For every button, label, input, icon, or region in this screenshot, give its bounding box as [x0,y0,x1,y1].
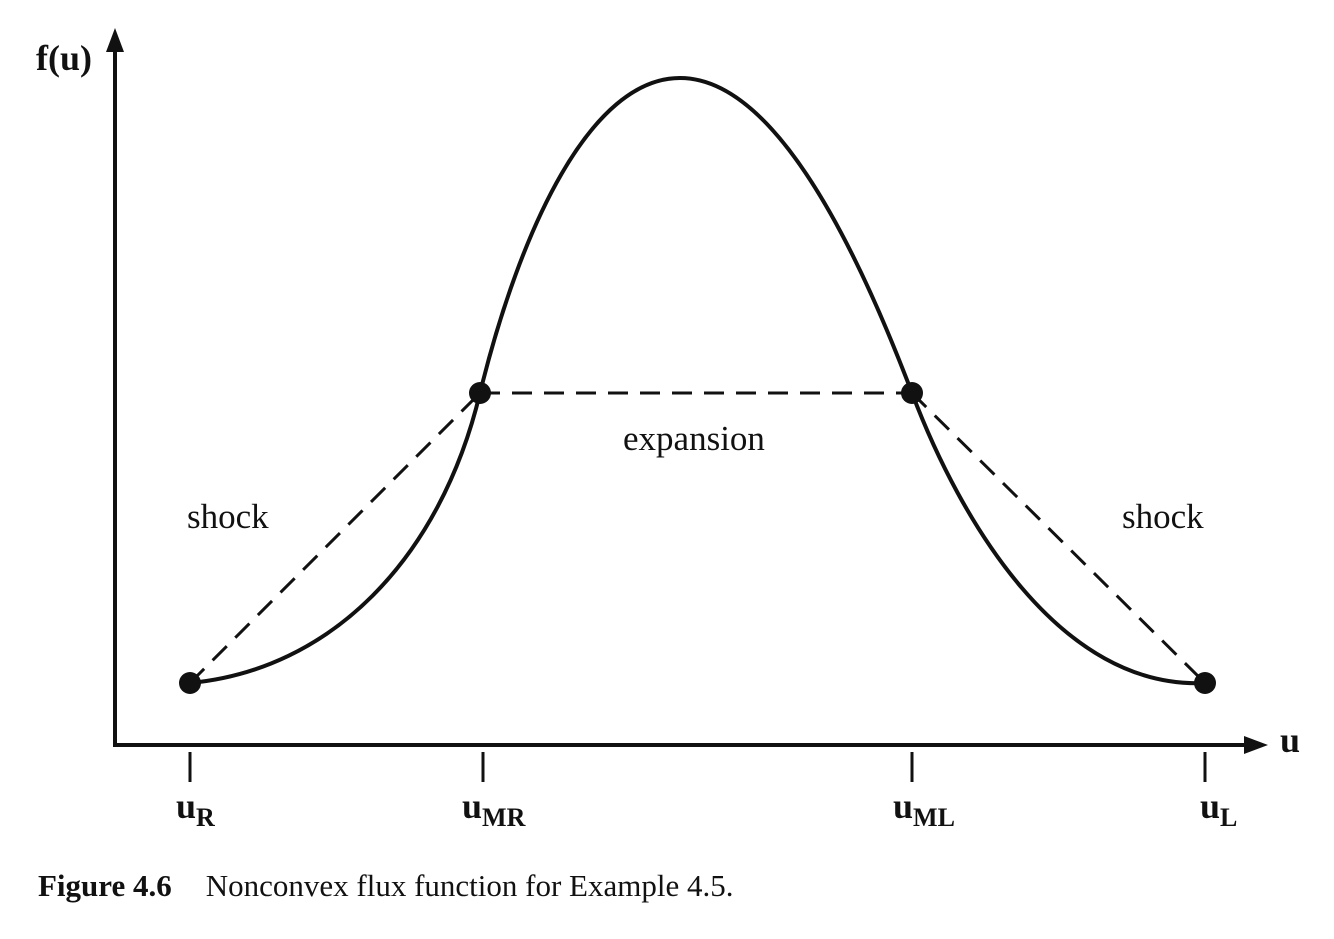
x-axis-label: u [1280,720,1300,760]
figure-caption: Figure 4.6 Nonconvex flux function for Ex… [38,868,733,904]
point-uML [901,382,923,404]
tick-label-uML: uML [893,786,955,832]
left-shock-line [188,391,482,685]
region-label-right-shock: shock [1122,497,1204,536]
flux-curve [189,75,1206,686]
tick-label-uR: uR [176,786,215,832]
y-axis-arrow [106,28,124,52]
caption-number: Figure 4.6 [38,868,172,903]
point-uMR [469,382,491,404]
point-uR [179,672,201,694]
region-label-left-shock: shock [187,497,269,536]
tick-label-uL: uL [1200,786,1237,832]
right-shock-line [910,391,1207,685]
point-uL [1194,672,1216,694]
region-label-expansion: expansion [623,419,765,458]
flux-diagram: f(u) u uR uMR uML uL shock expansion sho… [36,28,1300,832]
x-axis-arrow [1244,736,1268,754]
caption-text: Nonconvex flux function for Example 4.5. [205,868,734,903]
y-axis-label: f(u) [36,38,92,78]
tick-label-uMR: uMR [462,786,526,832]
